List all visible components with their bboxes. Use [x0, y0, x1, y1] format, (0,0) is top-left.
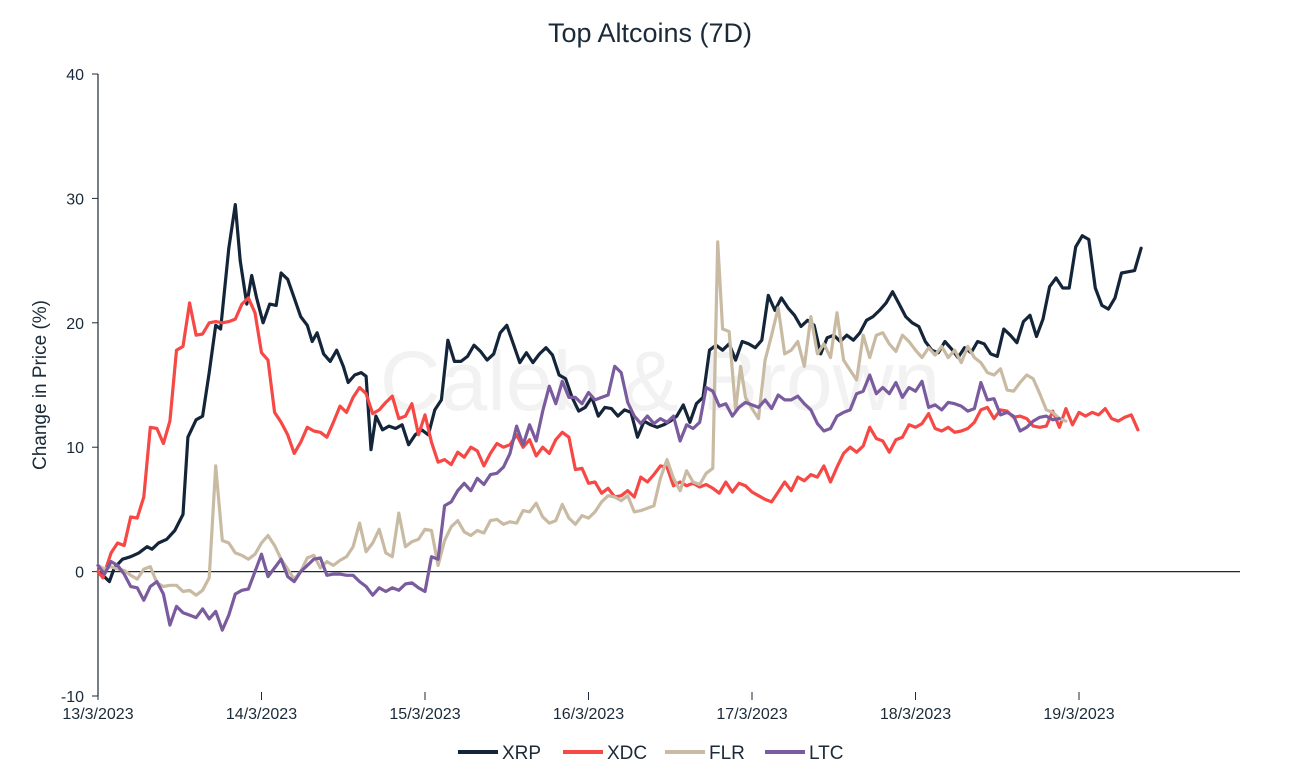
x-axis: 13/3/2023 14/3/2023 15/3/2023 16/3/2023 17/3…: [62, 570, 1240, 723]
x-tick-label: 17/3/2023: [716, 706, 787, 723]
series-line-xdc: [96, 296, 1140, 580]
y-tick-label: 0: [75, 565, 84, 582]
y-axis-title: Change in Price (%): [30, 300, 51, 470]
chart-title: Top Altcoins (7D): [548, 18, 752, 48]
y-tick-label: 10: [66, 440, 84, 457]
x-tick-label: 19/3/2023: [1043, 706, 1114, 723]
y-tick-label: 20: [66, 316, 84, 333]
x-tick-label: 15/3/2023: [389, 706, 460, 723]
legend-label-xrp: XRP: [502, 743, 541, 764]
y-tick-label: -10: [61, 689, 84, 706]
y-axis: -10 0 10 20 30 40: [61, 67, 99, 706]
series-line-flr: [96, 240, 1068, 597]
x-tick-label: 13/3/2023: [62, 706, 133, 723]
legend-label-flr: FLR: [709, 743, 745, 764]
series-line-ltc: [96, 364, 1061, 632]
y-tick-label: 30: [66, 191, 84, 208]
x-tick-label: 16/3/2023: [553, 706, 624, 723]
legend-label-ltc: LTC: [809, 743, 843, 764]
y-tick-label: 40: [66, 67, 84, 84]
x-tick-label: 14/3/2023: [226, 706, 297, 723]
legend-label-xdc: XDC: [607, 743, 647, 764]
x-tick-label: 18/3/2023: [880, 706, 951, 723]
series-lines: [96, 203, 1143, 632]
legend: XRP XDC FLR LTC: [458, 743, 843, 764]
